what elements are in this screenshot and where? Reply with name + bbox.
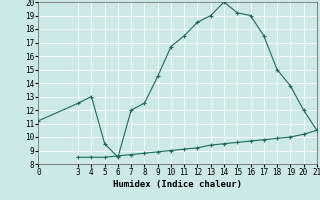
- X-axis label: Humidex (Indice chaleur): Humidex (Indice chaleur): [113, 180, 242, 189]
